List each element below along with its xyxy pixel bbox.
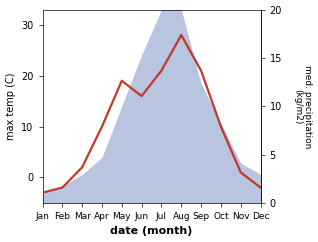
- Y-axis label: med. precipitation
(kg/m2): med. precipitation (kg/m2): [293, 65, 313, 148]
- X-axis label: date (month): date (month): [110, 227, 193, 236]
- Y-axis label: max temp (C): max temp (C): [5, 72, 16, 140]
